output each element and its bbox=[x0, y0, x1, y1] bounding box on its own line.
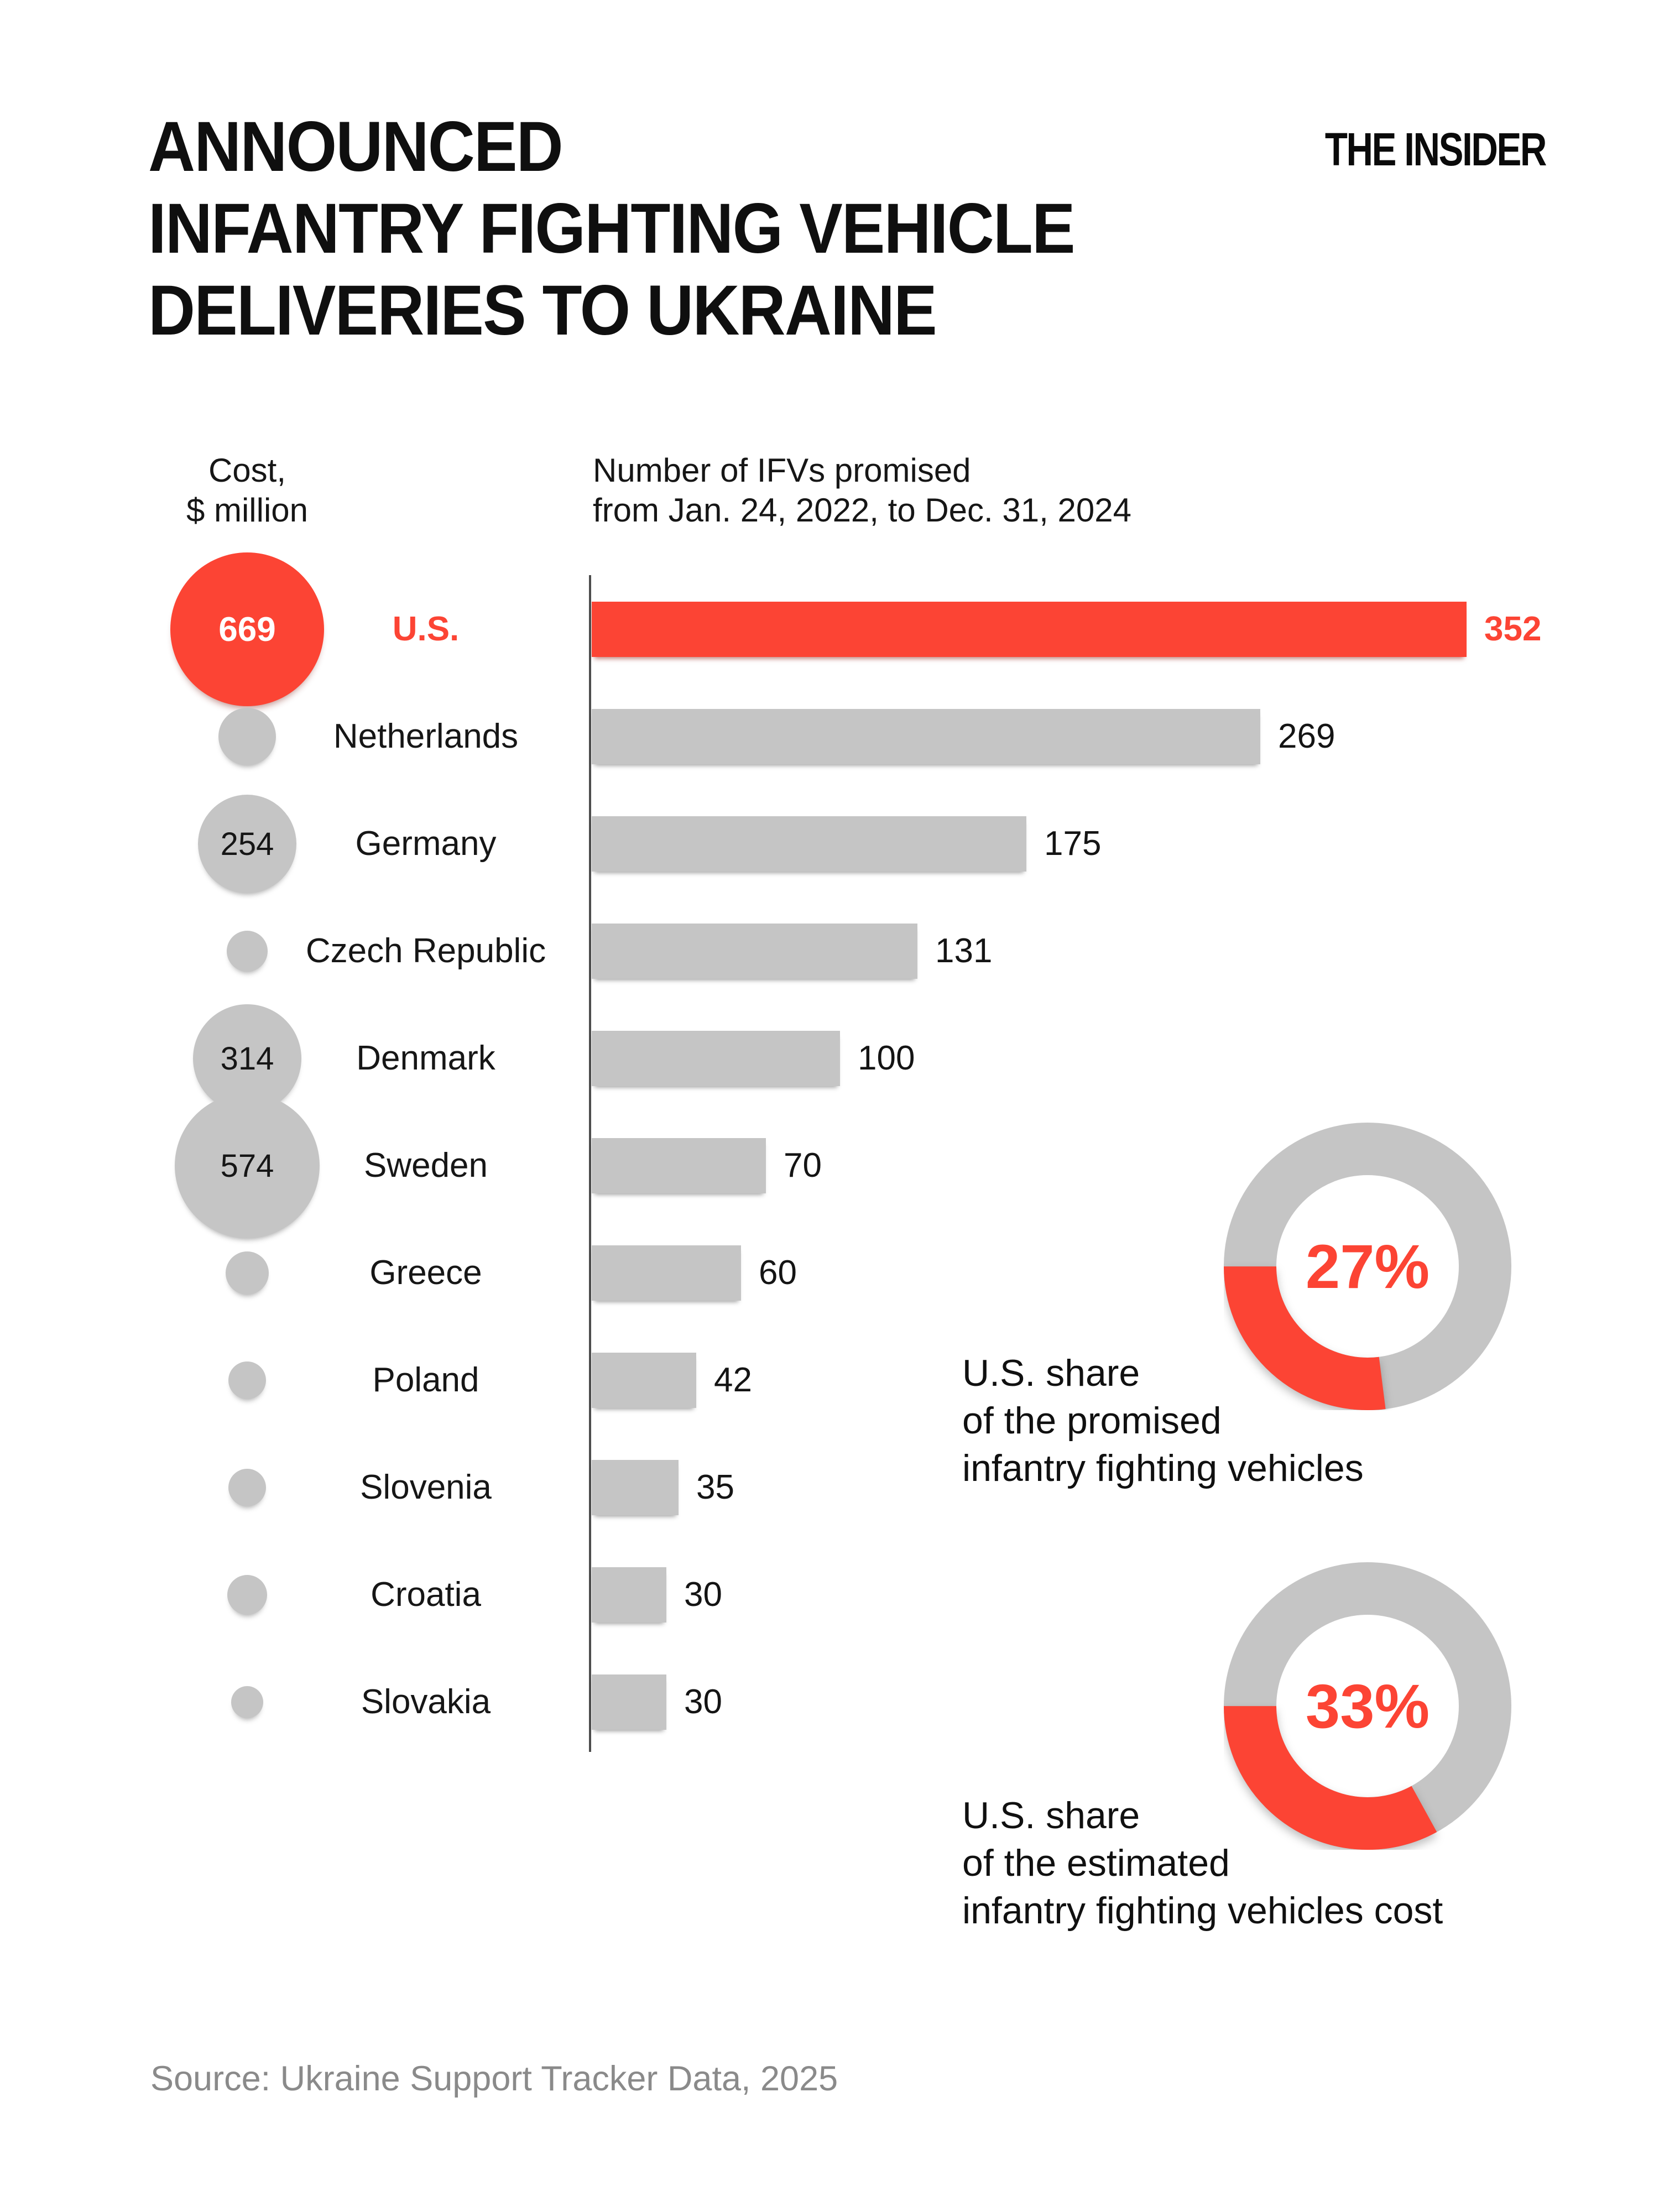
ifv-bar-value: 352 bbox=[1484, 610, 1542, 648]
ifv-bar-value: 60 bbox=[759, 1254, 797, 1292]
ifv-header-line-2: from Jan. 24, 2022, to Dec. 31, 2024 bbox=[593, 492, 1131, 529]
cost-bubble bbox=[226, 1251, 269, 1295]
cost-bubble-value: 574 bbox=[220, 1147, 274, 1184]
ifv-bar-value: 30 bbox=[684, 1575, 722, 1614]
cost-axis-header: Cost, $ million bbox=[109, 451, 385, 530]
ifv-axis-header: Number of IFVs promised from Jan. 24, 20… bbox=[593, 451, 1131, 530]
ifv-bar-value: 100 bbox=[858, 1039, 915, 1077]
donut-chart-27 bbox=[1224, 1123, 1511, 1410]
cost-bubble bbox=[231, 1686, 263, 1718]
ifv-bar bbox=[592, 1245, 741, 1301]
donut-percent-label: 27% bbox=[1305, 1232, 1430, 1301]
cost-bubble: 254 bbox=[198, 795, 296, 893]
ifv-bar bbox=[592, 1567, 666, 1623]
country-label: Czech Republic bbox=[305, 932, 546, 970]
title-line-1: ANNOUNCED bbox=[148, 107, 564, 186]
country-label: Slovakia bbox=[361, 1683, 491, 1721]
cost-header-line-1: Cost, bbox=[208, 452, 286, 489]
ifv-bar bbox=[592, 924, 917, 979]
cost-header-line-2: $ million bbox=[186, 492, 309, 529]
country-label: Greece bbox=[369, 1254, 482, 1292]
donut-caption-line: U.S. share bbox=[962, 1794, 1140, 1837]
donut-percent-label: 33% bbox=[1305, 1671, 1430, 1741]
cost-bubble bbox=[218, 708, 276, 765]
axis-line bbox=[589, 575, 591, 1752]
ifv-bar bbox=[592, 1674, 666, 1730]
country-label: Germany bbox=[355, 825, 497, 863]
cost-bubble-value: 669 bbox=[218, 610, 276, 649]
ifv-bar-value: 131 bbox=[935, 932, 993, 970]
ifv-bar-value: 35 bbox=[696, 1468, 734, 1506]
ifv-bar bbox=[592, 816, 1026, 872]
cost-bubble-value: 254 bbox=[220, 826, 274, 862]
ifv-bar bbox=[592, 1353, 696, 1408]
title-line-2: INFANTRY FIGHTING VEHICLE bbox=[148, 189, 1076, 268]
country-label: Croatia bbox=[371, 1575, 481, 1614]
ifv-bar-value: 269 bbox=[1278, 717, 1335, 755]
cost-bubble-value: 314 bbox=[220, 1040, 274, 1077]
donut-red-arc bbox=[1224, 1562, 1511, 1850]
country-label: Netherlands bbox=[333, 717, 519, 755]
cost-bubble: 574 bbox=[175, 1093, 320, 1238]
country-label: Denmark bbox=[356, 1039, 495, 1077]
ifv-bar bbox=[592, 1031, 840, 1086]
cost-bubble bbox=[228, 1469, 266, 1506]
ifv-bar-value: 42 bbox=[714, 1361, 752, 1399]
donut-caption: U.S. share of the estimated infantry fight… bbox=[962, 1792, 1443, 1934]
country-label: Slovenia bbox=[360, 1468, 492, 1506]
donut-red-arc bbox=[1224, 1123, 1511, 1410]
ifv-bar bbox=[592, 602, 1467, 657]
ifv-header-line-1: Number of IFVs promised bbox=[593, 452, 971, 489]
donut-caption-line: infantry fighting vehicles cost bbox=[962, 1890, 1443, 1932]
donut-chart-33 bbox=[1224, 1562, 1511, 1850]
cost-bubble bbox=[227, 1575, 267, 1615]
ifv-bar-value: 30 bbox=[684, 1683, 722, 1721]
cost-bubble bbox=[227, 931, 268, 972]
ifv-bar bbox=[592, 1460, 679, 1515]
the-insider-logo: THE INSIDER bbox=[1324, 123, 1547, 175]
ifv-bar bbox=[592, 709, 1260, 764]
cost-bubble-us: 669 bbox=[170, 552, 324, 706]
country-label: Poland bbox=[372, 1361, 479, 1399]
donut-caption-line: U.S. share bbox=[962, 1352, 1140, 1394]
cost-bubble bbox=[228, 1361, 266, 1399]
donut-caption: U.S. share of the promised infantry fighti… bbox=[962, 1349, 1364, 1492]
country-label: Sweden bbox=[363, 1146, 488, 1185]
donut-caption-line: infantry fighting vehicles bbox=[962, 1447, 1364, 1489]
ifv-bar-value: 70 bbox=[784, 1146, 822, 1185]
country-label: U.S. bbox=[392, 610, 460, 648]
title-line-3: DELIVERIES TO UKRAINE bbox=[148, 271, 937, 350]
donut-caption-line: of the estimated bbox=[962, 1842, 1230, 1884]
source-note: Source: Ukraine Support Tracker Data, 20… bbox=[150, 2059, 838, 2098]
donut-caption-line: of the promised bbox=[962, 1400, 1222, 1442]
ifv-bar bbox=[592, 1138, 766, 1193]
ifv-bar-value: 175 bbox=[1044, 825, 1102, 863]
cost-bubble: 314 bbox=[193, 1004, 301, 1113]
page-title: ANNOUNCED INFANTRY FIGHTING VEHICLE DELI… bbox=[148, 106, 1076, 352]
